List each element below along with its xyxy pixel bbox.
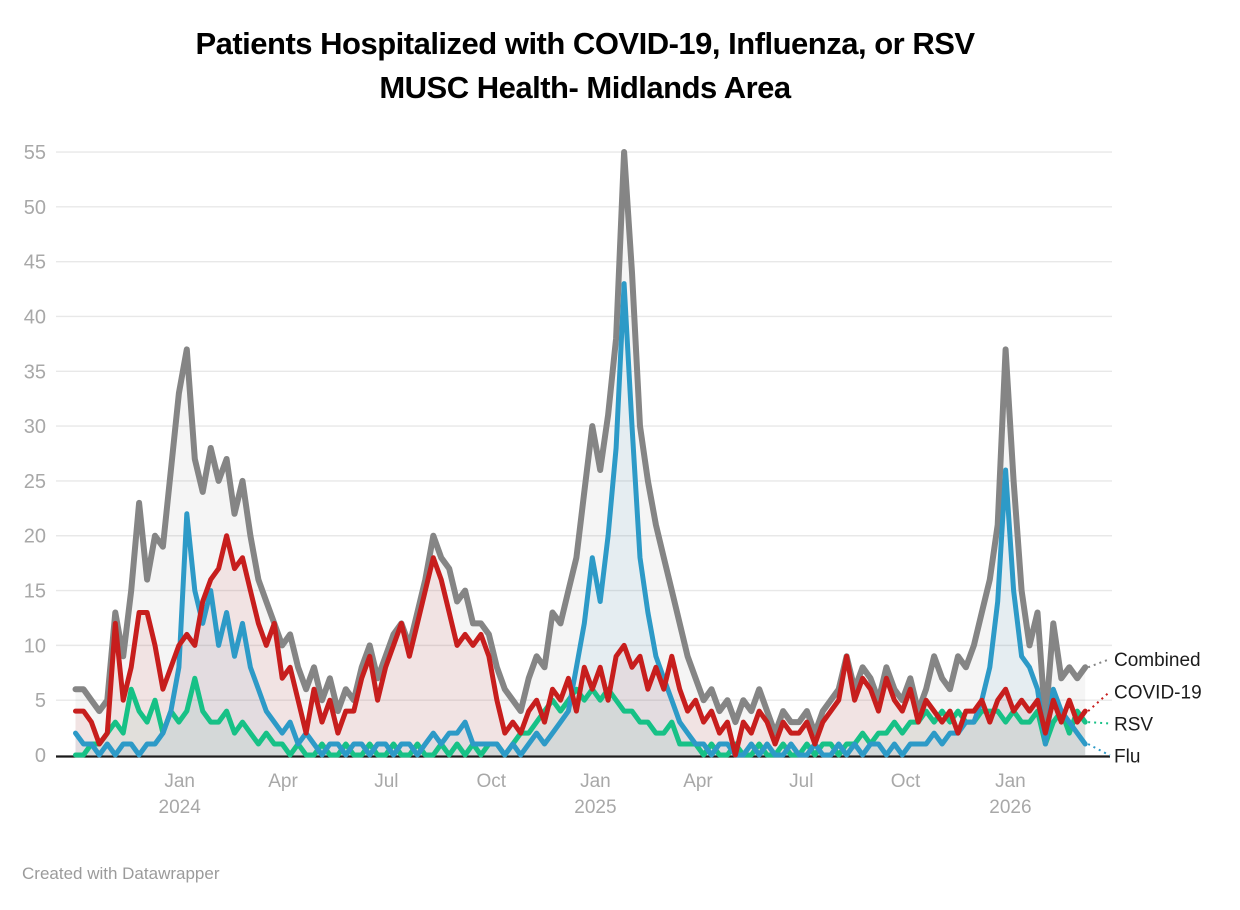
chart-header: Patients Hospitalized with COVID-19, Inf… — [0, 22, 1170, 110]
y-tick-label-50: 50 — [24, 197, 46, 219]
x-tick-month-Apr: Apr — [683, 771, 713, 792]
legend-connector-rsv — [1088, 721, 1111, 725]
y-tick-label-35: 35 — [24, 361, 46, 383]
y-tick-label-25: 25 — [24, 471, 46, 493]
covid-19-line — [73, 533, 1088, 758]
y-tick-label-5: 5 — [35, 690, 46, 712]
legend-label-flu: Flu — [1114, 747, 1140, 768]
y-tick-label-15: 15 — [24, 581, 46, 603]
x-tick-year-2026: 2026 — [989, 797, 1031, 818]
x-tick-month-Oct: Oct — [477, 771, 507, 792]
datawrapper-credit[interactable]: Created with Datawrapper — [22, 864, 220, 883]
page-title-line2: MUSC Health- Midlands Area — [379, 70, 791, 105]
legend-connector-flu — [1087, 743, 1111, 757]
legend-label-covid-19: COVID-19 — [1114, 683, 1202, 704]
y-tick-label-10: 10 — [24, 635, 46, 657]
legend-label-rsv: RSV — [1114, 715, 1153, 736]
y-tick-label-20: 20 — [24, 526, 46, 548]
y-tick-label-45: 45 — [24, 252, 46, 274]
x-tick-month-Jan2024: Jan — [164, 771, 195, 792]
x-tick-month-Jul: Jul — [789, 771, 813, 792]
x-tick-month-Jan2026: Jan — [995, 771, 1026, 792]
rsv-area — [75, 678, 1086, 755]
legend-label-combined: Combined — [1114, 650, 1201, 671]
legend-connector-covid-19 — [1087, 690, 1111, 712]
x-tick-month-Apr: Apr — [268, 771, 298, 792]
x-tick-year-2024: 2024 — [159, 797, 202, 818]
x-tick-year-2025: 2025 — [574, 797, 616, 818]
x-tick-month-Oct: Oct — [891, 771, 921, 792]
flu-line — [73, 281, 1088, 758]
x-tick-month-Jul: Jul — [374, 771, 398, 792]
y-tick-label-0: 0 — [35, 745, 46, 767]
page-title-line1: Patients Hospitalized with COVID-19, Inf… — [195, 26, 975, 61]
x-tick-month-Jan2025: Jan — [580, 771, 611, 792]
y-tick-label-55: 55 — [24, 142, 46, 164]
y-tick-label-40: 40 — [24, 306, 46, 328]
combined-line — [72, 149, 1089, 737]
y-tick-label-30: 30 — [24, 416, 46, 438]
legend-connector-combined — [1087, 658, 1111, 669]
